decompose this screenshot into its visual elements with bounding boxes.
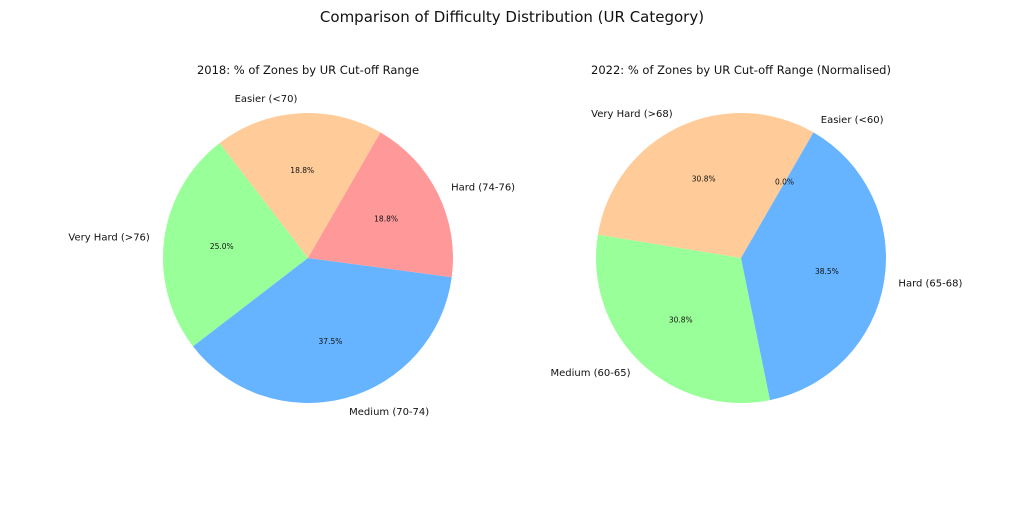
pie-2018-hard-74-76-slice	[308, 132, 453, 278]
pie-2018-title: 2018: % of Zones by UR Cut-off Range	[197, 63, 419, 77]
pie-2018-slices	[162, 113, 453, 403]
pie-2018-hard-74-76-pct-label: 18.8%	[374, 215, 398, 224]
pie-2018-easier-70-slice	[219, 113, 381, 258]
pie-2022-medium-60-65-pct-label: 30.8%	[669, 316, 693, 325]
pie-2022-easier-60-label: Easier (<60)	[821, 115, 884, 126]
pie-chart-2018: 2018: % of Zones by UR Cut-off Range Eas…	[68, 63, 515, 418]
pie-2018-medium-70-74-pct-label: 37.5%	[319, 337, 343, 346]
pie-2018-very-hard-76-label: Very Hard (>76)	[68, 232, 150, 243]
pie-2018-hard-74-76-label: Hard (74-76)	[451, 183, 515, 194]
pie-2022-slices	[596, 113, 886, 403]
pie-2022-labels: Very Hard (>68) 30.8% Medium (60-65) 30.8% H…	[550, 109, 962, 379]
figure-title: Comparison of Difficulty Distribution (U…	[320, 8, 704, 26]
pie-2018-easier-70-label: Easier (<70)	[235, 94, 298, 105]
pie-2018-medium-70-74-label: Medium (70-74)	[349, 407, 429, 418]
pie-2022-very-hard-68-slice	[597, 113, 814, 258]
pie-2022-medium-60-65-slice	[596, 234, 770, 403]
pie-2022-very-hard-68-label: Very Hard (>68)	[591, 109, 673, 120]
pie-2018-very-hard-76-slice	[162, 143, 308, 347]
pie-2018-labels: Easier (<70) 18.8% Very Hard (>76) 25.0% Med…	[68, 94, 515, 418]
pie-chart-2022: 2022: % of Zones by UR Cut-off Range (No…	[550, 63, 962, 403]
pie-2022-hard-65-68-pct-label: 38.5%	[815, 267, 839, 276]
pie-2018-very-hard-76-pct-label: 25.0%	[210, 242, 234, 251]
pie-2022-hard-65-68-slice	[741, 132, 886, 401]
pie-2018-medium-70-74-slice	[193, 258, 452, 403]
pie-2022-very-hard-68-pct-label: 30.8%	[692, 174, 716, 183]
pie-2022-medium-60-65-label: Medium (60-65)	[550, 368, 630, 379]
pie-2022-easier-60-pct-label: 0.0%	[775, 178, 794, 187]
pie-2022-hard-65-68-label: Hard (65-68)	[898, 279, 962, 290]
pie-2018-easier-70-pct-label: 18.8%	[290, 166, 314, 175]
pie-2022-title: 2022: % of Zones by UR Cut-off Range (No…	[591, 63, 891, 77]
